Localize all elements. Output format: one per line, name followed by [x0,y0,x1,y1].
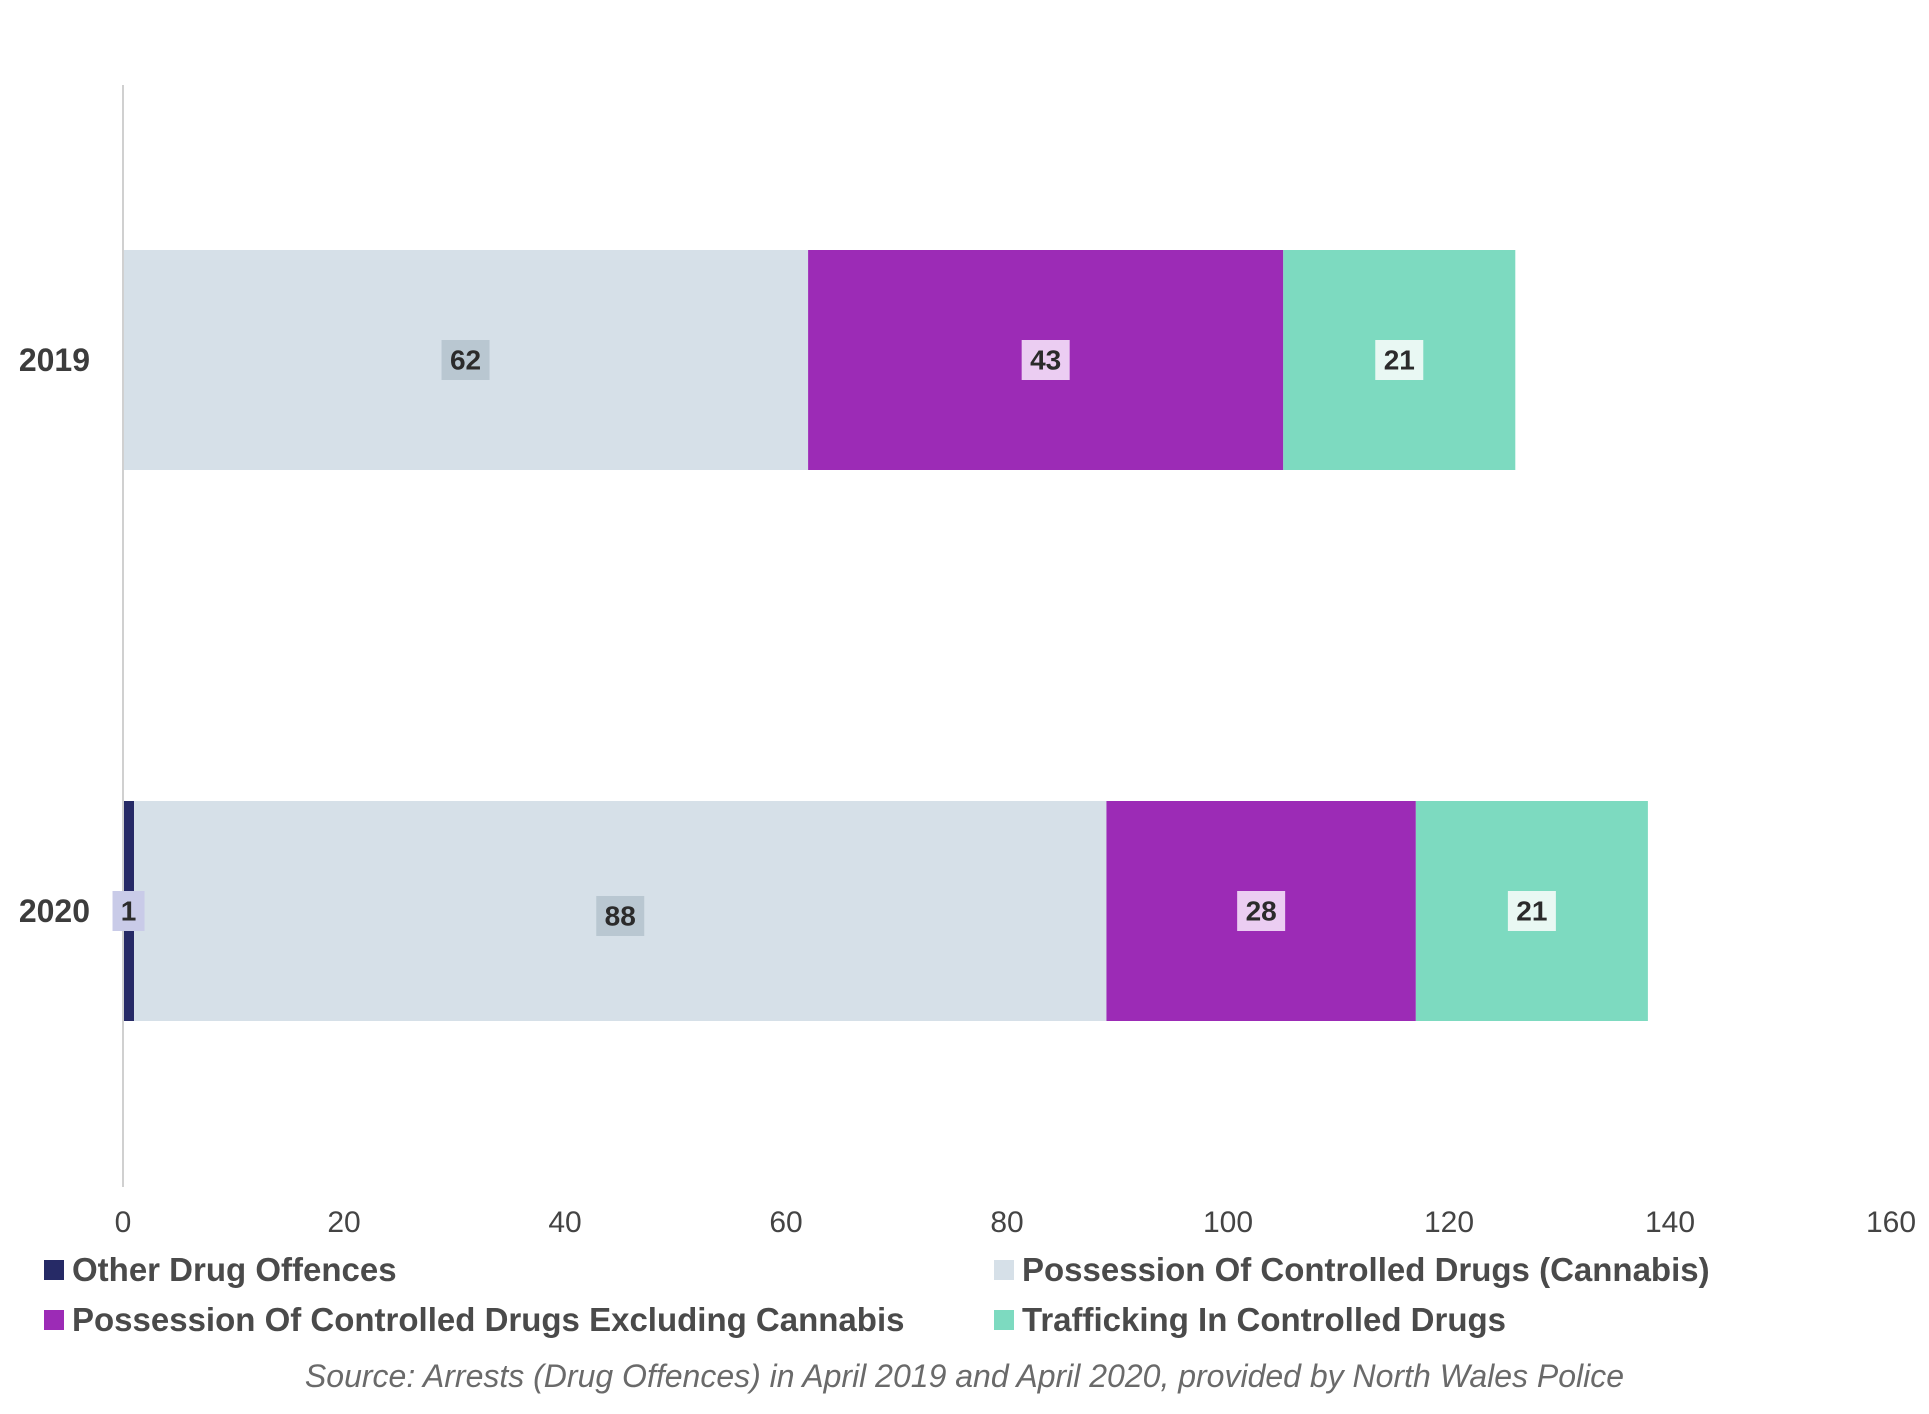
data-label-background [1507,891,1556,931]
data-label-text: 28 [1246,896,1277,927]
data-label-2020-possession-of-controlled-drugs-cannabis: 88 [596,896,645,936]
legend-swatch [44,1310,64,1330]
data-label-2020-trafficking-in-controlled-drugs: 21 [1507,891,1556,931]
legend-swatch [994,1260,1014,1280]
legend-item-other-drug-offences: Other Drug Offences [44,1248,397,1292]
data-label-text: 21 [1384,345,1415,376]
x-tick-label-40: 40 [548,1206,581,1239]
x-tick-label-0: 0 [115,1206,132,1239]
data-label-text: 88 [605,901,636,932]
legend-label: Possession Of Controlled Drugs (Cannabis… [1022,1251,1710,1288]
data-label-text: 43 [1030,345,1061,376]
x-tick-label-160: 160 [1866,1206,1916,1239]
source-note: Source: Arrests (Drug Offences) in April… [304,1358,1625,1394]
x-tick-label-100: 100 [1203,1206,1253,1239]
data-label-background [1021,340,1070,380]
legend-item-possession-cannabis: Possession Of Controlled Drugs (Cannabis… [994,1248,1710,1292]
data-label-text: 21 [1516,896,1547,927]
data-label-2019-possession-of-controlled-drugs-cannabis: 62 [441,340,490,380]
legend-swatch [44,1260,64,1280]
category-label-2020: 2020 [19,893,90,929]
legend-label: Possession Of Controlled Drugs Excluding… [72,1301,905,1338]
data-labels-layer: 62 43 21 1 88 28 21 [112,340,1556,936]
data-label-text: 1 [121,896,137,927]
x-tick-label-80: 80 [990,1206,1023,1239]
legend-label: Other Drug Offences [72,1251,397,1288]
legend-label: Trafficking In Controlled Drugs [1022,1301,1507,1338]
legend-swatch [994,1310,1014,1330]
legend-item-possession-excluding-cannabis: Possession Of Controlled Drugs Excluding… [44,1298,904,1342]
x-tick-label-20: 20 [327,1206,360,1239]
x-tick-label-120: 120 [1424,1206,1474,1239]
data-label-2020-possession-of-controlled-drugs-excluding-cannabis: 28 [1237,891,1286,931]
data-label-2020-other-drug-offences: 1 [112,891,145,931]
x-tick-label-140: 140 [1645,1206,1695,1239]
data-label-background [441,340,490,380]
category-labels-layer: 2019 2020 [19,342,90,929]
data-label-2019-possession-of-controlled-drugs-excluding-cannabis: 43 [1021,340,1070,380]
x-tick-label-60: 60 [769,1206,802,1239]
category-label-2019: 2019 [19,342,90,378]
x-axis-ticks-layer: 0 20 40 60 80 100 120 140 160 [115,1206,1916,1239]
stacked-bar-chart: 62 43 21 1 88 28 21 2019 2020 0 20 40 60 80 100 120 14… [19,85,1916,1239]
data-label-text: 62 [450,345,481,376]
legend-item-trafficking: Trafficking In Controlled Drugs [994,1298,1506,1342]
data-label-background [1237,891,1286,931]
data-label-2019-trafficking-in-controlled-drugs: 21 [1375,340,1424,380]
data-label-background [1375,340,1424,380]
legend: Other Drug Offences Possession Of Contro… [44,1248,1884,1358]
data-label-background [596,896,645,936]
data-label-background [112,891,145,931]
